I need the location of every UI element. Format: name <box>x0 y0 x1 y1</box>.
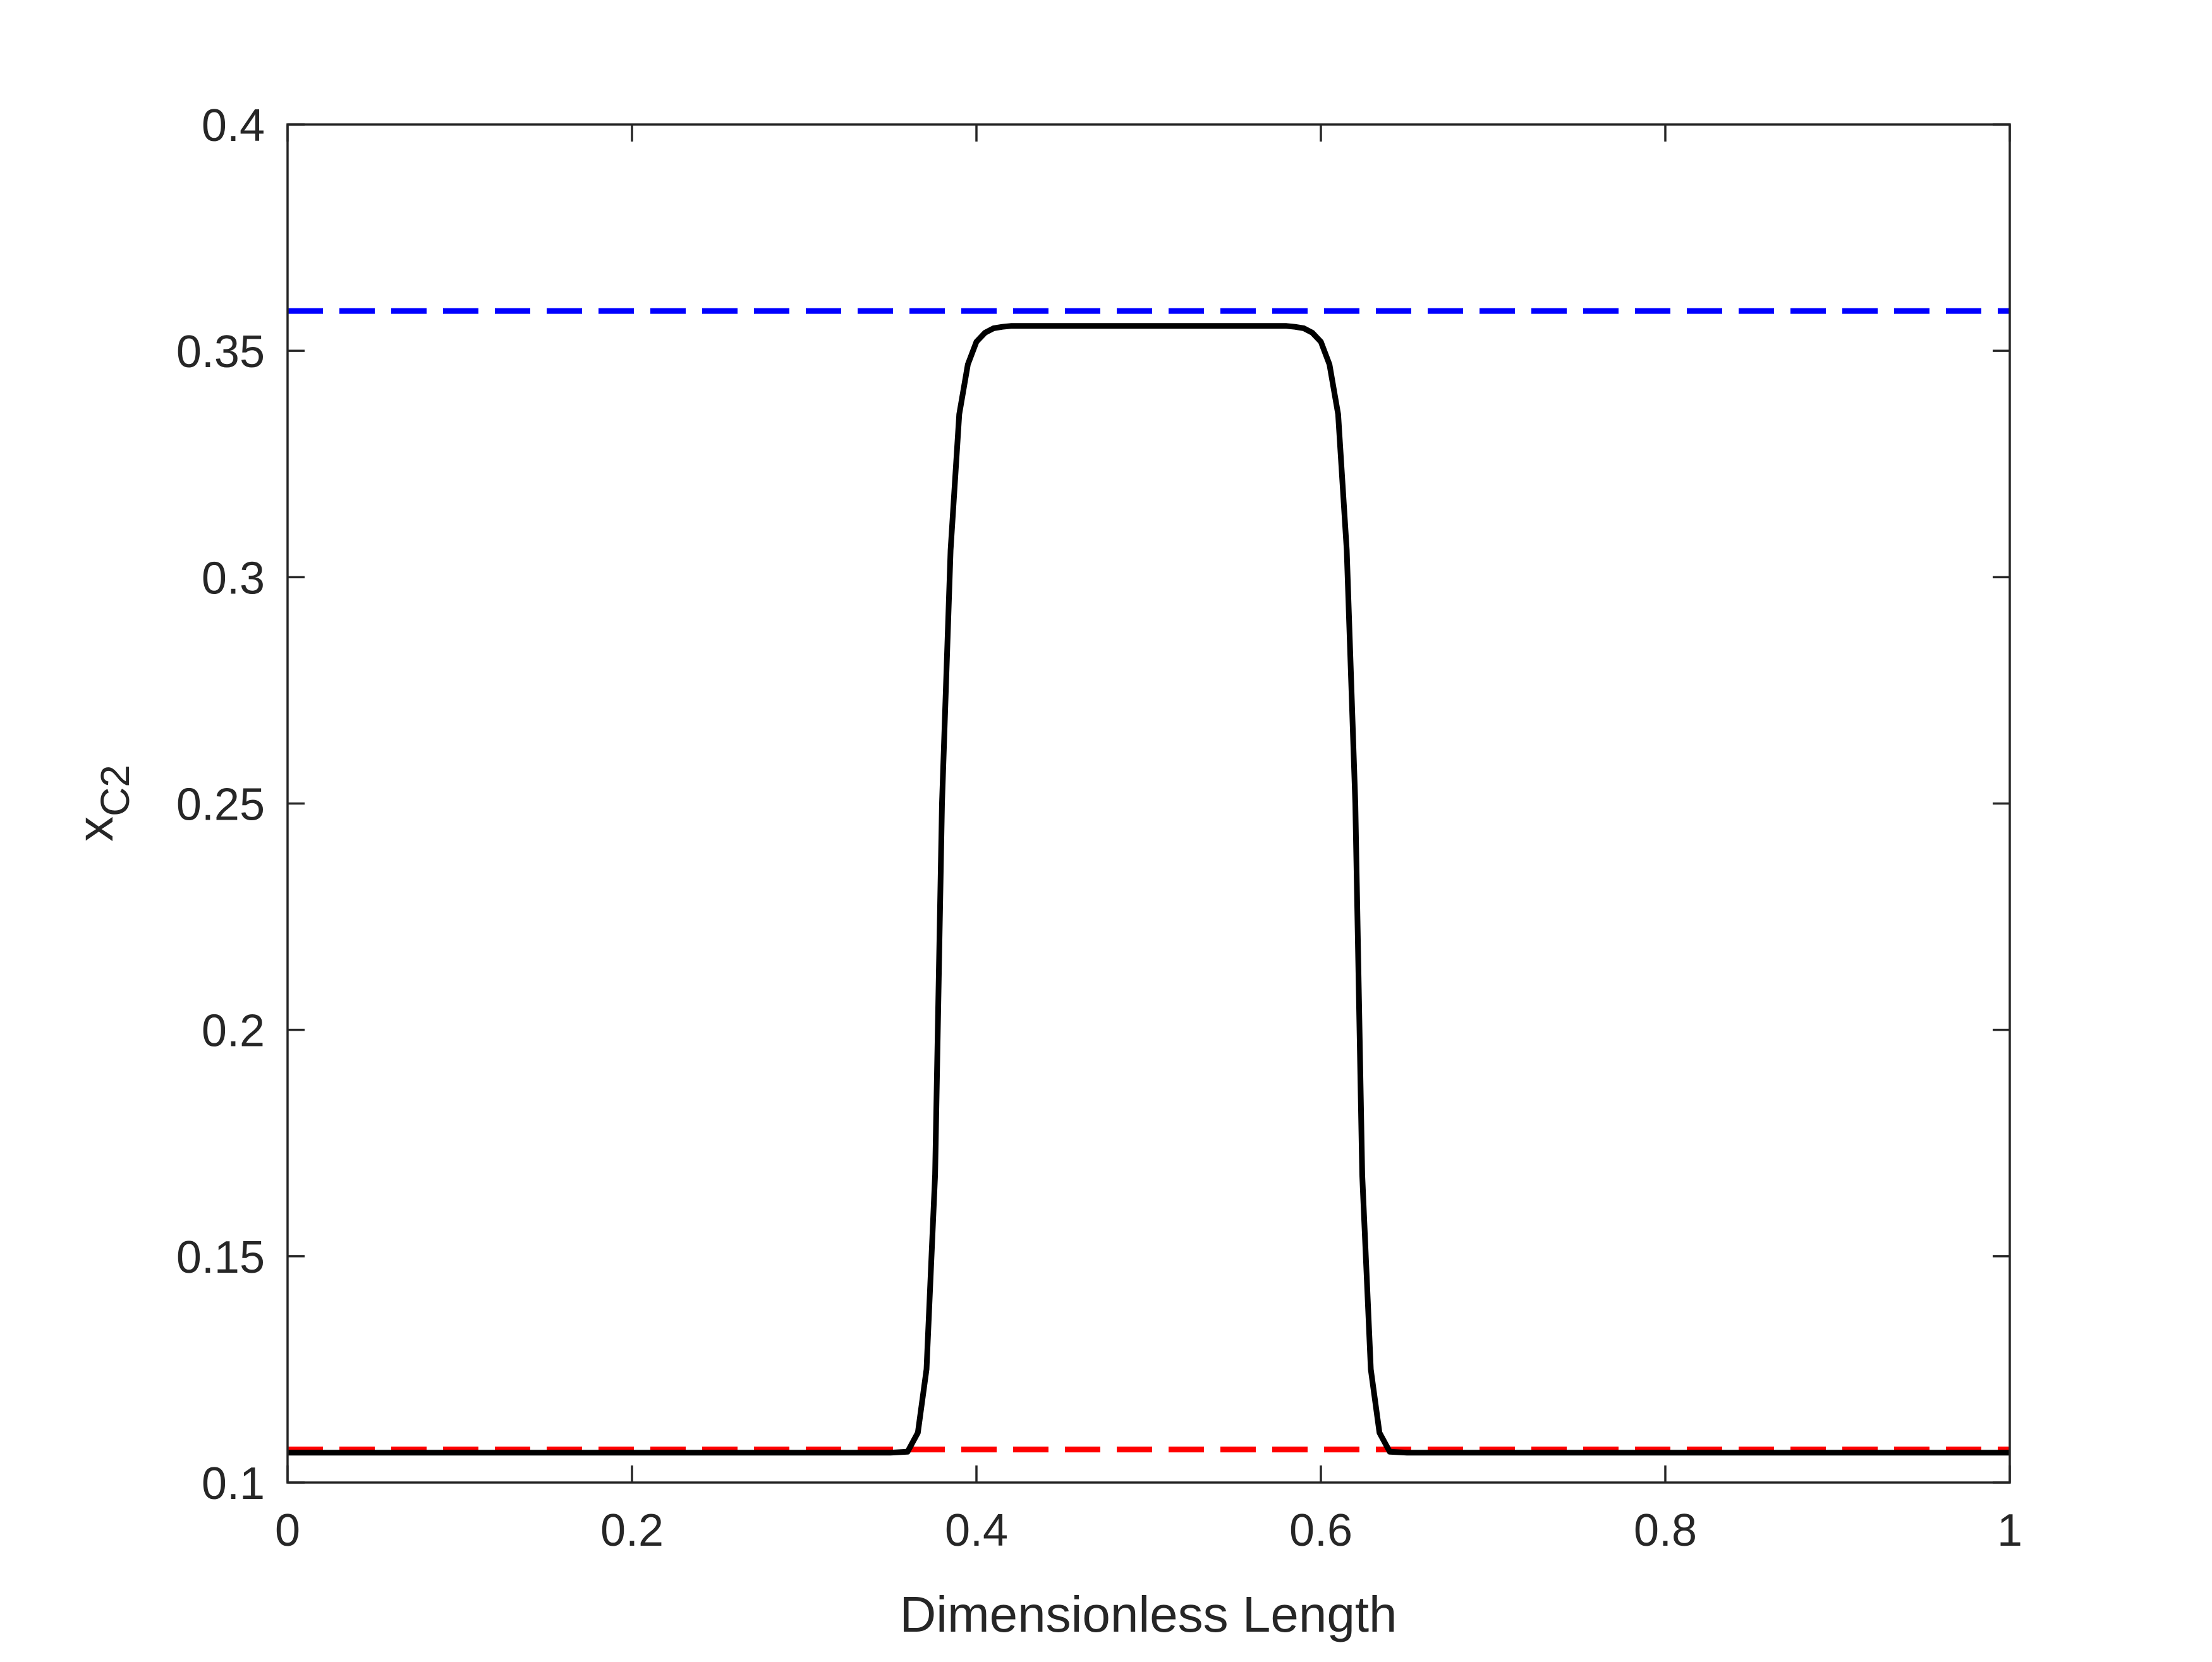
x-tick-label: 0.2 <box>600 1505 664 1556</box>
y-tick-label: 0.25 <box>176 780 265 830</box>
y-tick-label: 0.2 <box>202 1006 265 1057</box>
y-axis-label: xC2 <box>67 765 138 842</box>
y-tick-label: 0.3 <box>202 553 265 604</box>
x-tick-label: 1 <box>1997 1505 2022 1556</box>
y-tick-label: 0.4 <box>202 100 265 151</box>
y-tick-label: 0.1 <box>202 1459 265 1509</box>
plot-area <box>288 124 2010 1483</box>
tick-layer: 0 0.2 0.4 0.6 0.8 1 0.1 0.15 0.2 0.25 0.3 0.35 0.4 <box>176 100 2022 1556</box>
y-axis-label-main: x <box>67 816 123 842</box>
y-tick-label: 0.35 <box>176 327 265 377</box>
y-axis-label-subscript: C2 <box>92 765 138 816</box>
x-tick-label: 0.4 <box>945 1505 1008 1556</box>
x-tick-label: 0.8 <box>1634 1505 1697 1556</box>
series-2-line <box>288 323 2010 1456</box>
x-tick-label: 0.6 <box>1289 1505 1352 1556</box>
x-axis-label: Dimensionless Length <box>899 1586 1397 1642</box>
y-tick-label: 0.15 <box>176 1232 265 1283</box>
x-tick-label: 0 <box>275 1505 300 1556</box>
series-layer <box>288 308 2010 1456</box>
